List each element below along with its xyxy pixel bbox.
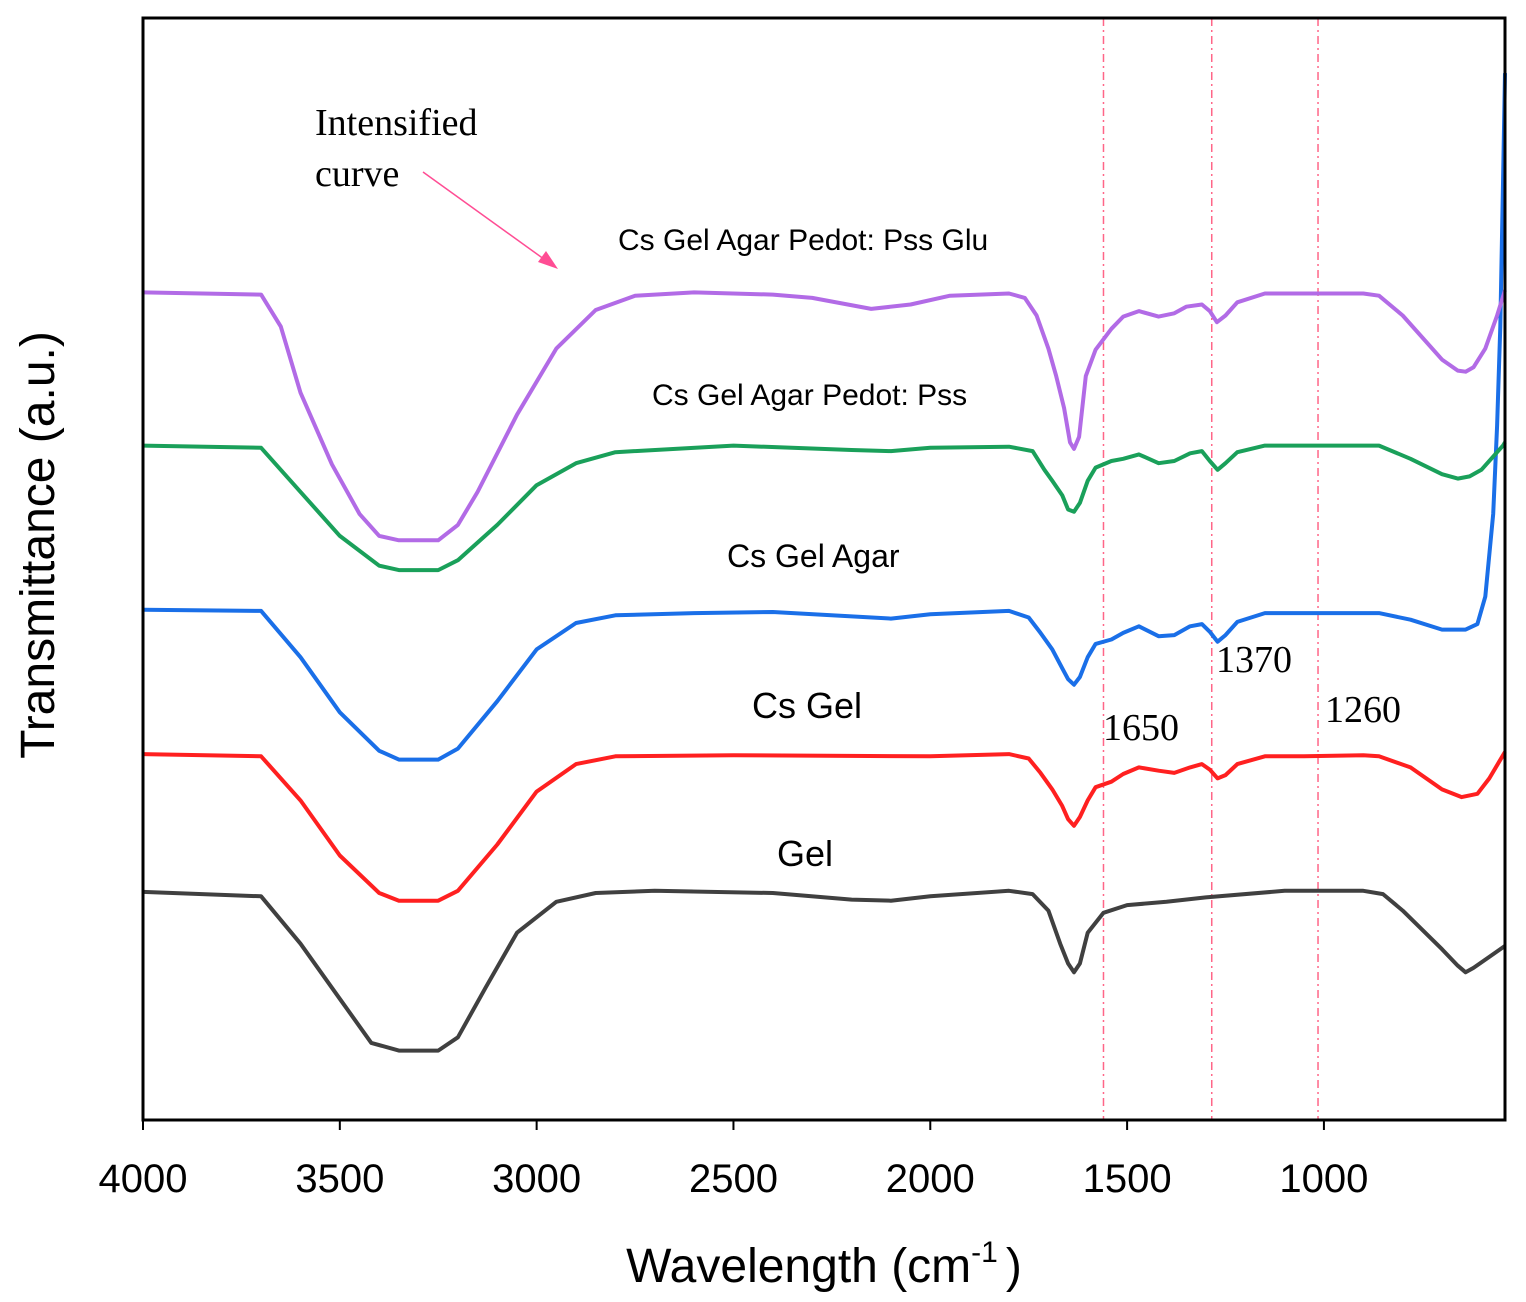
annotation-line1: Intensified bbox=[315, 102, 478, 144]
annotation-arrow bbox=[422, 171, 549, 263]
ref-label-1370: 1370 bbox=[1216, 639, 1292, 681]
series-label-pss: Cs Gel Agar Pedot: Pss bbox=[652, 379, 967, 412]
x-tick-label-4000: 4000 bbox=[99, 1157, 188, 1201]
series-label-csgel: Cs Gel bbox=[752, 685, 862, 726]
x-tick-label-2000: 2000 bbox=[886, 1157, 975, 1201]
reference-lines bbox=[1102, 18, 1319, 1120]
series-line-cs-gel-agar bbox=[142, 73, 1507, 762]
x-axis-title-sup: -1 bbox=[971, 1236, 998, 1269]
x-tick-label-1500: 1500 bbox=[1083, 1157, 1172, 1201]
ref-label-1260: 1260 bbox=[1325, 689, 1401, 731]
annotation-line2: curve bbox=[315, 153, 399, 195]
plot-frame bbox=[141, 16, 1507, 1122]
x-axis-title-close: ) bbox=[1006, 1240, 1022, 1293]
series-line-cs-gel-agar-pedot-pss-glu bbox=[142, 289, 1507, 543]
ref-label-1650: 1650 bbox=[1103, 707, 1179, 749]
x-tick-label-3000: 3000 bbox=[492, 1157, 581, 1201]
series-label-gel: Gel bbox=[777, 833, 833, 874]
x-axis-title-main: Wavelength (cm bbox=[626, 1240, 971, 1293]
series-lines bbox=[142, 73, 1507, 1053]
series-line-cs-gel-agar-pedot-pss bbox=[142, 441, 1507, 573]
x-tick-label-3500: 3500 bbox=[295, 1157, 384, 1201]
x-axis-title: Wavelength (cm-1) bbox=[626, 1236, 1022, 1293]
y-axis-title: Transmittance (a.u.) bbox=[12, 331, 65, 759]
series-line-cs-gel bbox=[142, 750, 1507, 903]
series-label-glu: Cs Gel Agar Pedot: Pss Glu bbox=[618, 224, 988, 257]
x-tick-label-2500: 2500 bbox=[689, 1157, 778, 1201]
x-axis-ticks: 4000 3500 3000 2500 2000 1500 1000 bbox=[99, 1120, 1368, 1201]
x-tick-label-1000: 1000 bbox=[1279, 1157, 1368, 1201]
series-label-agar: Cs Gel Agar bbox=[727, 538, 900, 574]
series-line-gel bbox=[142, 888, 1507, 1053]
annotation-arrowhead bbox=[538, 251, 558, 269]
